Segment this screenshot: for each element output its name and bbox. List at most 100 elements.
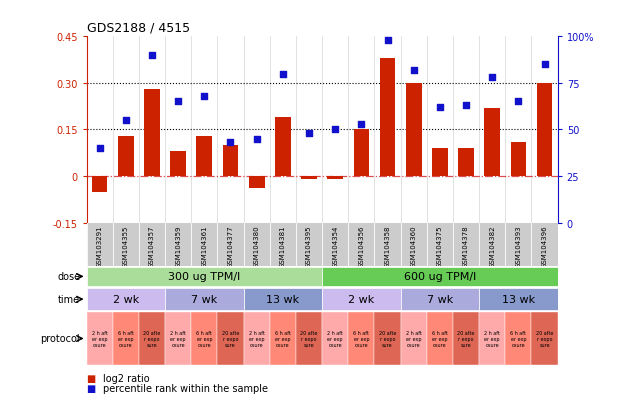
Text: 7 wk: 7 wk [191, 294, 217, 304]
FancyBboxPatch shape [401, 312, 427, 366]
Text: 2 wk: 2 wk [113, 294, 139, 304]
Bar [354, 130, 369, 177]
Text: GSM104380: GSM104380 [254, 225, 260, 268]
Bar [432, 149, 447, 177]
FancyBboxPatch shape [401, 288, 479, 311]
Text: GSM104358: GSM104358 [385, 225, 390, 268]
Text: log2 ratio: log2 ratio [103, 373, 149, 383]
Point [513, 99, 524, 105]
Point [147, 52, 157, 59]
Text: GSM104395: GSM104395 [306, 225, 312, 268]
Text: 20 afte
r expo
sure: 20 afte r expo sure [144, 330, 161, 347]
Text: 20 afte
r expo
sure: 20 afte r expo sure [222, 330, 239, 347]
FancyBboxPatch shape [296, 312, 322, 366]
Bar [301, 177, 317, 180]
Point [304, 131, 314, 137]
Point [461, 102, 471, 109]
FancyBboxPatch shape [531, 312, 558, 366]
FancyBboxPatch shape [270, 312, 296, 366]
Text: 2 h aft
er exp
osure: 2 h aft er exp osure [328, 330, 343, 347]
Text: GSM104382: GSM104382 [489, 225, 495, 268]
Point [356, 121, 367, 128]
Text: GSM104354: GSM104354 [332, 225, 338, 268]
Text: 20 afte
r expo
sure: 20 afte r expo sure [301, 330, 318, 347]
Text: GDS2188 / 4515: GDS2188 / 4515 [87, 21, 190, 35]
Text: 2 h aft
er exp
osure: 2 h aft er exp osure [249, 330, 265, 347]
FancyBboxPatch shape [165, 288, 244, 311]
Text: GSM104361: GSM104361 [201, 225, 207, 268]
Point [199, 93, 210, 100]
Text: 600 ug TPM/l: 600 ug TPM/l [404, 272, 476, 282]
Text: GSM104360: GSM104360 [411, 225, 417, 268]
Text: 6 h aft
er exp
osure: 6 h aft er exp osure [353, 330, 369, 347]
FancyBboxPatch shape [322, 288, 401, 311]
Text: GSM104378: GSM104378 [463, 225, 469, 268]
FancyBboxPatch shape [322, 268, 558, 286]
Text: ■: ■ [87, 383, 99, 393]
Text: 20 afte
r expo
sure: 20 afte r expo sure [536, 330, 553, 347]
Text: 2 h aft
er exp
osure: 2 h aft er exp osure [92, 330, 108, 347]
Bar [328, 177, 343, 180]
Bar [406, 84, 422, 177]
Text: 6 h aft
er exp
osure: 6 h aft er exp osure [432, 330, 448, 347]
Point [226, 140, 236, 146]
FancyBboxPatch shape [139, 312, 165, 366]
FancyBboxPatch shape [87, 288, 165, 311]
Bar [249, 177, 265, 189]
Bar [379, 59, 395, 177]
Bar [275, 118, 290, 177]
Text: ■: ■ [87, 373, 99, 383]
Point [121, 117, 131, 124]
Point [173, 99, 183, 105]
Bar [510, 142, 526, 177]
FancyBboxPatch shape [87, 268, 322, 286]
FancyBboxPatch shape [217, 312, 244, 366]
FancyBboxPatch shape [505, 312, 531, 366]
FancyBboxPatch shape [113, 312, 139, 366]
Text: 300 ug TPM/l: 300 ug TPM/l [168, 272, 240, 282]
FancyBboxPatch shape [244, 288, 322, 311]
Text: protocol: protocol [40, 334, 80, 344]
Point [330, 127, 340, 133]
Text: GSM103291: GSM103291 [97, 225, 103, 268]
FancyBboxPatch shape [427, 312, 453, 366]
Text: GSM104375: GSM104375 [437, 225, 443, 268]
Text: 2 h aft
er exp
osure: 2 h aft er exp osure [171, 330, 186, 347]
Point [278, 71, 288, 78]
Text: time: time [58, 294, 80, 304]
FancyBboxPatch shape [191, 312, 217, 366]
Text: GSM104393: GSM104393 [515, 225, 521, 268]
Bar [171, 152, 186, 177]
Text: 20 afte
r expo
sure: 20 afte r expo sure [458, 330, 475, 347]
Point [94, 145, 104, 152]
FancyBboxPatch shape [244, 312, 270, 366]
FancyBboxPatch shape [165, 312, 191, 366]
FancyBboxPatch shape [322, 312, 348, 366]
Text: percentile rank within the sample: percentile rank within the sample [103, 383, 267, 393]
Text: GSM104356: GSM104356 [358, 225, 364, 268]
Point [435, 104, 445, 111]
Text: 6 h aft
er exp
osure: 6 h aft er exp osure [118, 330, 134, 347]
Point [540, 62, 550, 69]
Point [487, 75, 497, 81]
Bar [458, 149, 474, 177]
Bar [118, 136, 133, 177]
Bar [485, 109, 500, 177]
Text: dose: dose [57, 272, 80, 282]
Text: 20 afte
r expo
sure: 20 afte r expo sure [379, 330, 396, 347]
Text: GSM104377: GSM104377 [228, 225, 233, 268]
FancyBboxPatch shape [374, 312, 401, 366]
Text: 6 h aft
er exp
osure: 6 h aft er exp osure [275, 330, 291, 347]
FancyBboxPatch shape [453, 312, 479, 366]
Bar [196, 136, 212, 177]
Text: 2 h aft
er exp
osure: 2 h aft er exp osure [485, 330, 500, 347]
Text: 7 wk: 7 wk [427, 294, 453, 304]
FancyBboxPatch shape [87, 312, 113, 366]
Text: 2 wk: 2 wk [348, 294, 374, 304]
Text: GSM104359: GSM104359 [175, 225, 181, 268]
Bar [222, 146, 238, 177]
FancyBboxPatch shape [348, 312, 374, 366]
Text: 6 h aft
er exp
osure: 6 h aft er exp osure [510, 330, 526, 347]
Text: GSM104355: GSM104355 [123, 225, 129, 268]
Point [383, 38, 393, 44]
